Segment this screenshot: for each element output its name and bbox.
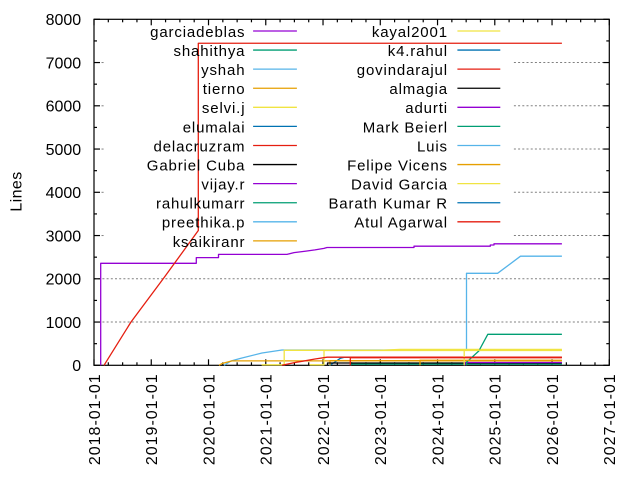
- svg-text:2018-01-01: 2018-01-01: [87, 373, 104, 465]
- svg-text:5000: 5000: [46, 142, 82, 159]
- svg-text:0: 0: [72, 358, 81, 375]
- svg-text:yshah: yshah: [201, 62, 245, 79]
- svg-text:k4.rahul: k4.rahul: [388, 43, 448, 60]
- svg-text:adurti: adurti: [405, 100, 448, 117]
- svg-text:2022-01-01: 2022-01-01: [316, 373, 333, 465]
- svg-text:8000: 8000: [46, 12, 82, 29]
- svg-text:6000: 6000: [46, 99, 82, 116]
- svg-text:2024-01-01: 2024-01-01: [430, 373, 447, 465]
- svg-text:Felipe Vicens: Felipe Vicens: [347, 157, 448, 174]
- svg-text:garciadeblas: garciadeblas: [150, 24, 245, 41]
- svg-text:Mark Beierl: Mark Beierl: [363, 119, 448, 136]
- svg-text:2026-01-01: 2026-01-01: [545, 373, 562, 465]
- svg-text:kayal2001: kayal2001: [372, 24, 448, 41]
- svg-text:2020-01-01: 2020-01-01: [201, 373, 218, 465]
- svg-text:2023-01-01: 2023-01-01: [373, 373, 390, 465]
- svg-text:2000: 2000: [46, 272, 82, 289]
- svg-text:Atul Agarwal: Atul Agarwal: [354, 215, 448, 232]
- svg-text:7000: 7000: [46, 55, 82, 72]
- svg-text:delacruzram: delacruzram: [154, 138, 246, 155]
- svg-text:2025-01-01: 2025-01-01: [488, 373, 505, 465]
- svg-text:vijay.r: vijay.r: [201, 177, 245, 194]
- svg-text:1000: 1000: [46, 315, 82, 332]
- svg-text:Luis: Luis: [417, 138, 448, 155]
- svg-text:2019-01-01: 2019-01-01: [144, 373, 161, 465]
- svg-text:Gabriel Cuba: Gabriel Cuba: [147, 157, 246, 174]
- svg-text:4000: 4000: [46, 185, 82, 202]
- svg-text:elumalai: elumalai: [183, 119, 246, 136]
- svg-text:2021-01-01: 2021-01-01: [259, 373, 276, 465]
- svg-text:ksaikiranr: ksaikiranr: [173, 234, 246, 251]
- svg-text:3000: 3000: [46, 228, 82, 245]
- svg-text:2027-01-01: 2027-01-01: [602, 373, 619, 465]
- svg-text:rahulkumarr: rahulkumarr: [156, 196, 245, 213]
- svg-text:David Garcia: David Garcia: [351, 177, 448, 194]
- svg-text:selvi.j: selvi.j: [202, 100, 245, 117]
- svg-text:almagia: almagia: [389, 81, 447, 98]
- svg-text:shahithya: shahithya: [174, 43, 246, 60]
- svg-text:govindarajul: govindarajul: [357, 62, 448, 79]
- svg-text:Barath Kumar R: Barath Kumar R: [328, 196, 447, 213]
- svg-text:Lines: Lines: [9, 171, 26, 211]
- svg-text:preethika.p: preethika.p: [162, 215, 246, 232]
- svg-text:tierno: tierno: [203, 81, 246, 98]
